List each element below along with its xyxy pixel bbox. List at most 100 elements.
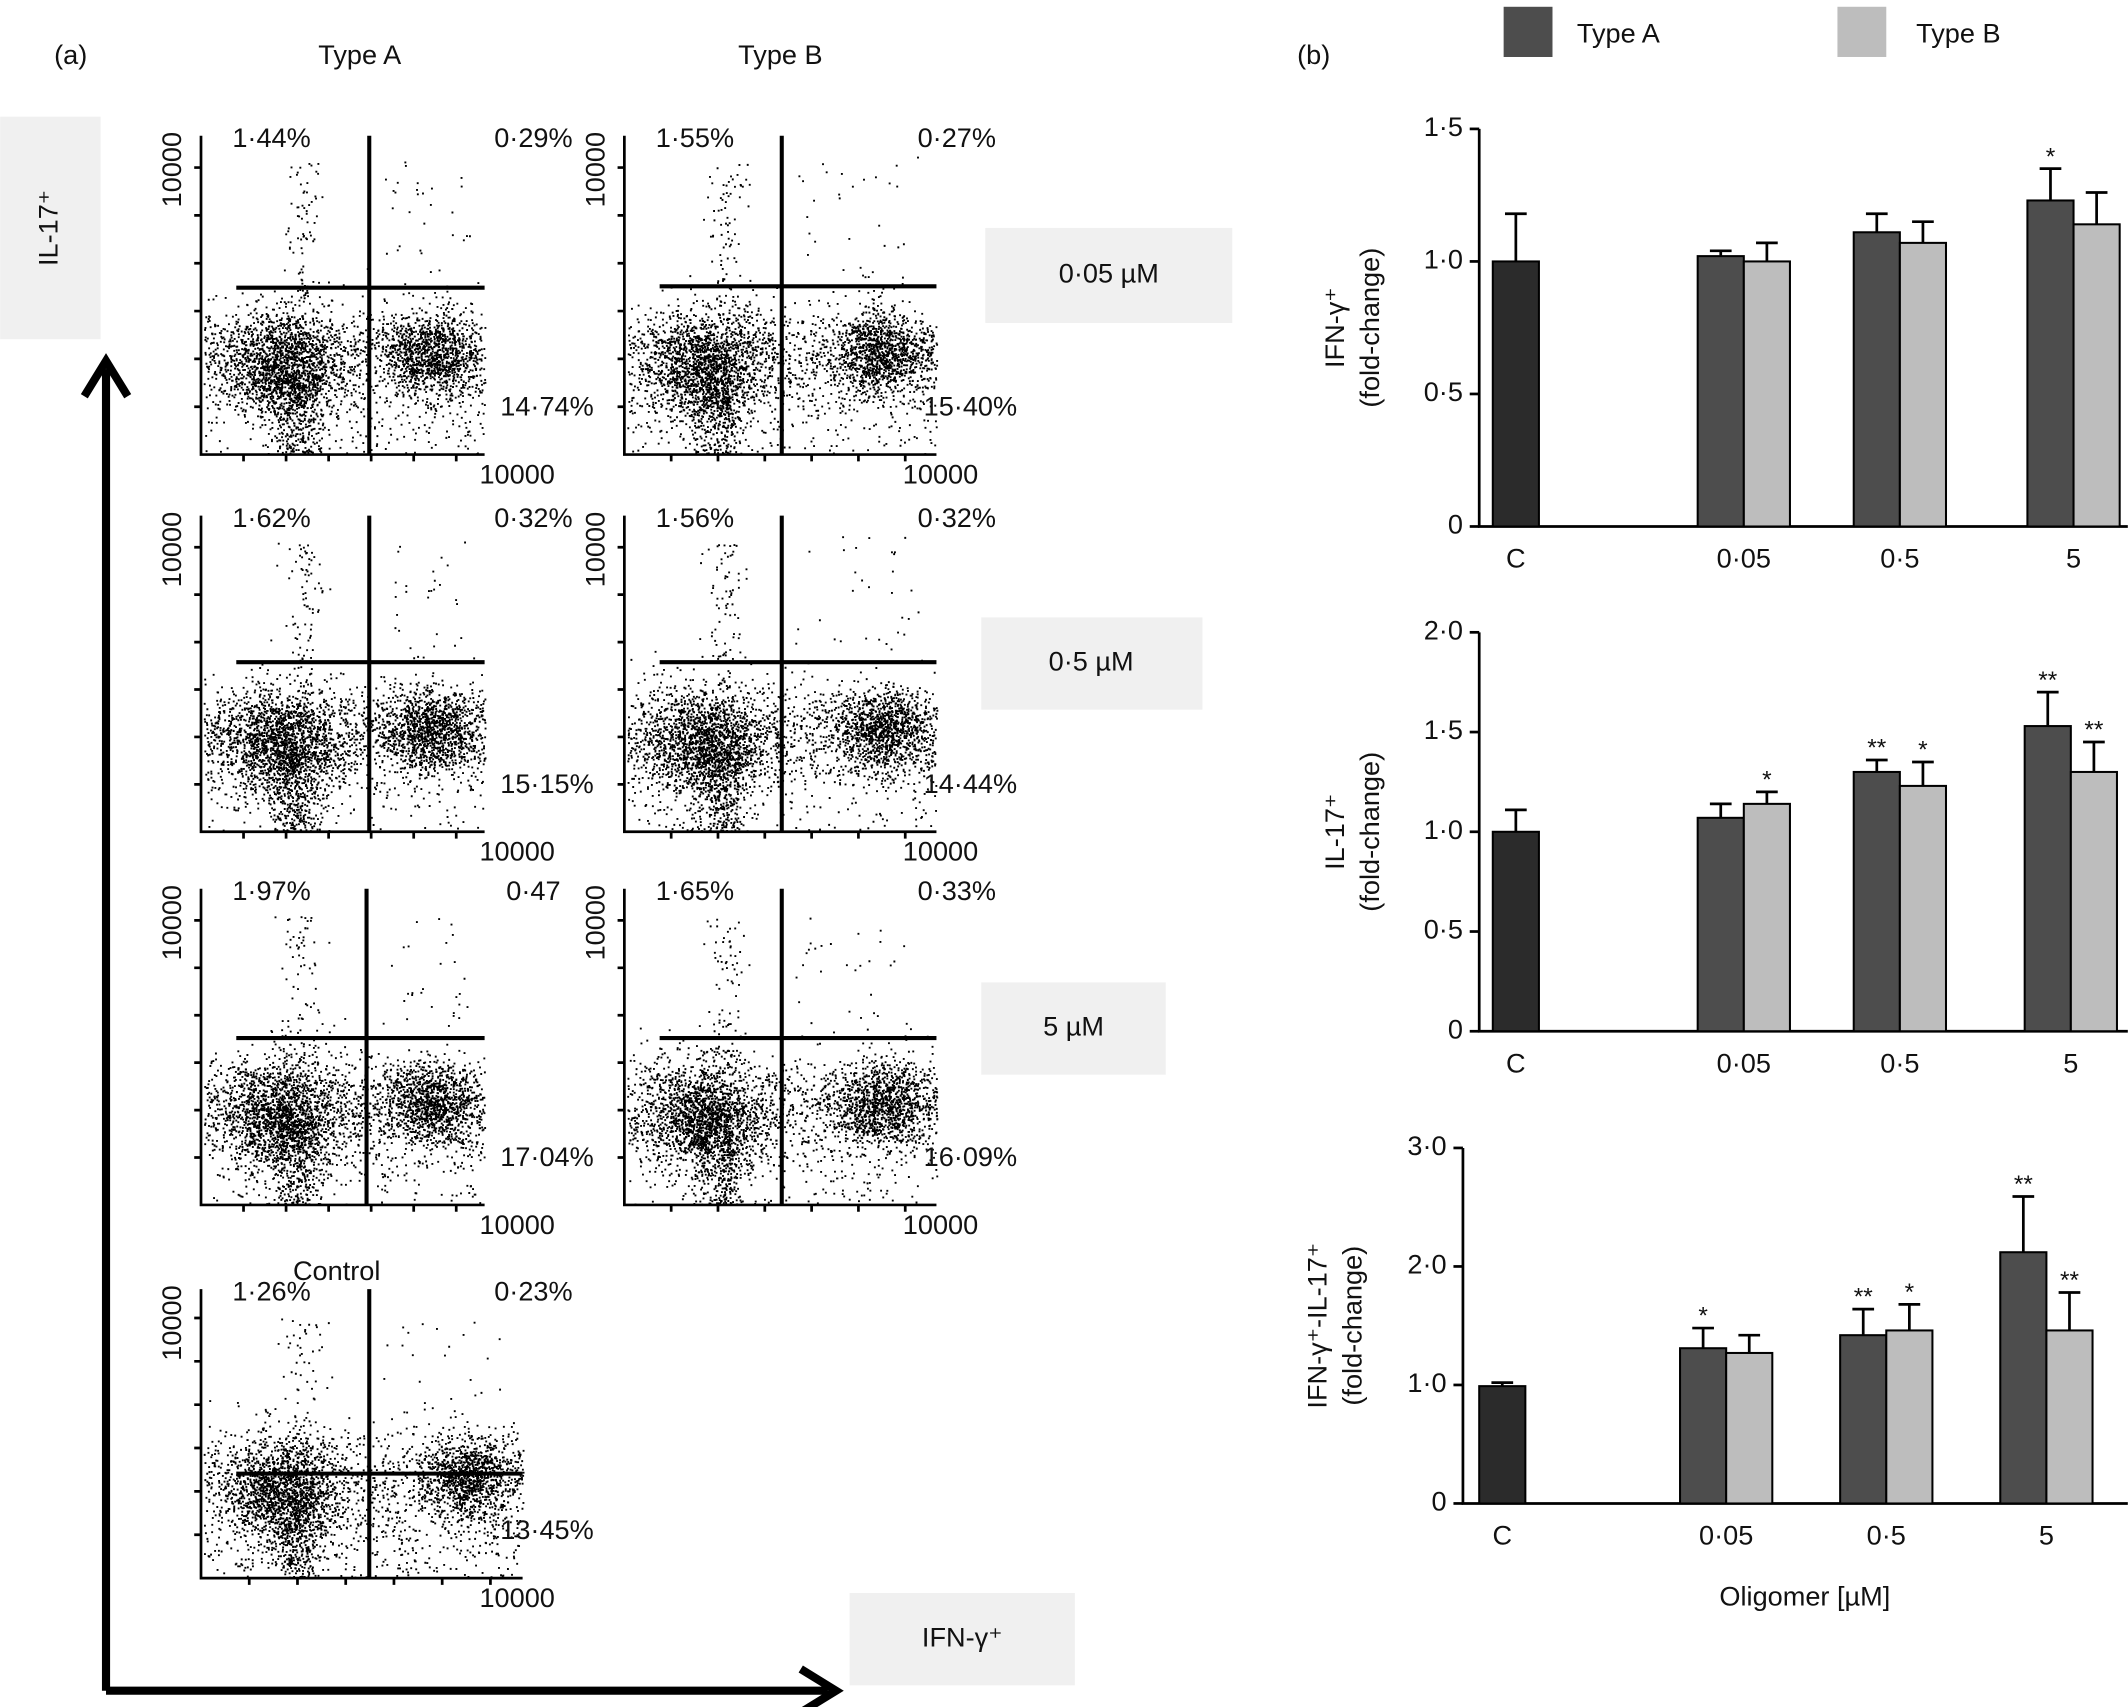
significance: ** — [1854, 1284, 1873, 1311]
dose-label: 5 µM — [1043, 1011, 1104, 1042]
significance: ** — [1867, 735, 1886, 762]
significance: ** — [2014, 1171, 2033, 1198]
quadrant-label: 0·32% — [918, 502, 996, 533]
y-axis-label: (fold-change) — [1354, 248, 1385, 408]
x-tick-label: C — [1506, 1047, 1526, 1078]
y-tick-label: 0·5 — [1424, 376, 1463, 407]
quadrant-label: 16·09% — [924, 1141, 1018, 1172]
quadrant-label: 1·44% — [232, 122, 310, 153]
error-bar — [1865, 212, 1888, 233]
quadrant-label: 14·74% — [500, 391, 594, 422]
bar — [2069, 770, 2118, 1033]
bar — [1885, 1329, 1934, 1505]
quadrant-label: 13·45% — [500, 1514, 594, 1545]
x-tick-label: 10000 — [479, 1209, 554, 1240]
x-tick-label: 10000 — [903, 1209, 978, 1240]
bar — [1679, 1347, 1728, 1505]
bar — [1898, 784, 1948, 1033]
error-bar — [1912, 220, 1934, 243]
x-tick-label: 10000 — [479, 458, 554, 489]
axis-ticks — [617, 515, 937, 839]
quadrant-label: 0·33% — [918, 875, 996, 906]
bar — [1491, 830, 1540, 1033]
quadrant-label: 1·55% — [656, 122, 734, 153]
bar — [1696, 816, 1745, 1033]
y-axis-label: IL-17⁺ — [33, 190, 64, 266]
x-axis-label: Oligomer [µM] — [1719, 1581, 1890, 1612]
error-bar — [2039, 167, 2062, 201]
legend-swatch — [1837, 6, 1887, 57]
column-title: Type B — [738, 39, 822, 70]
y-axis-label: IFN-γ⁺ — [1319, 287, 1350, 368]
bar — [1478, 1385, 1527, 1505]
y-tick-label: 0 — [1432, 1486, 1447, 1517]
y-tick-label: 10000 — [579, 132, 610, 207]
significance: * — [1905, 1279, 1915, 1306]
x-tick-label: 10000 — [903, 458, 978, 489]
y-tick-label: 10000 — [156, 885, 187, 960]
significance: * — [1918, 737, 1928, 764]
bar — [2045, 1329, 2094, 1505]
x-tick-label: 0·05 — [1717, 1047, 1771, 1078]
x-tick-label: 0·5 — [1880, 1047, 1919, 1078]
y-tick-label: 1·5 — [1424, 714, 1463, 745]
error-bar — [1738, 1333, 1761, 1353]
bar — [1742, 802, 1791, 1033]
axis-ticks — [617, 135, 937, 462]
error-bar — [1709, 249, 1732, 257]
quadrant-label: 0·32% — [494, 502, 572, 533]
bar — [1742, 260, 1791, 528]
bar — [1852, 770, 1901, 1033]
dose-label: 0·05 µM — [1059, 258, 1159, 289]
bar — [1725, 1351, 1774, 1505]
x-tick-label: 0·05 — [1699, 1520, 1753, 1551]
bar — [1852, 231, 1901, 528]
quadrant-label: 14·44% — [924, 768, 1018, 799]
cell-dots — [203, 1318, 525, 1579]
quadrant-label: 1·97% — [232, 875, 310, 906]
y-tick-label: 2·0 — [1424, 614, 1463, 645]
quadrant-label: 0·27% — [918, 122, 996, 153]
quadrant-label: 1·26% — [232, 1275, 310, 1306]
x-tick-label: C — [1492, 1520, 1512, 1551]
column-title: Type A — [318, 39, 402, 70]
y-axis-label: (fold-change) — [1354, 752, 1385, 912]
error-bar — [1852, 1307, 1875, 1336]
significance: * — [1762, 766, 1772, 793]
x-arrow — [106, 1665, 844, 1707]
axis-ticks — [194, 888, 485, 1212]
bar — [1696, 255, 1745, 528]
error-bar — [2036, 690, 2059, 727]
quadrant-label: 0·23% — [494, 1275, 572, 1306]
cell-dots — [203, 541, 487, 833]
axis-ticks — [617, 888, 937, 1212]
quadrant-label: 1·65% — [656, 875, 734, 906]
panel-label: (a) — [54, 39, 87, 70]
bar — [1491, 260, 1540, 528]
quadrant-label: 17·04% — [500, 1141, 594, 1172]
quadrant-label: 15·15% — [500, 768, 594, 799]
error-bar — [1709, 802, 1732, 818]
significance: * — [2046, 143, 2056, 170]
x-tick-label: 5 — [2066, 543, 2081, 574]
axis-ticks — [194, 135, 485, 462]
bar — [1839, 1334, 1888, 1505]
x-tick-label: 10000 — [479, 836, 554, 867]
cell-dots — [204, 916, 487, 1206]
y-tick-label: 3·0 — [1407, 1130, 1446, 1161]
y-tick-label: 2·0 — [1407, 1249, 1446, 1280]
bar — [1999, 1251, 2048, 1505]
axis-ticks — [194, 515, 485, 839]
bar — [2072, 223, 2121, 528]
y-axis-label: IL-17⁺ — [1319, 794, 1350, 870]
quadrant-label: 1·56% — [656, 502, 734, 533]
error-bar — [1865, 758, 1888, 772]
error-bar — [2083, 740, 2105, 772]
dose-box — [985, 227, 1233, 323]
x-tick-label: 10000 — [903, 836, 978, 867]
y-tick-label: 10000 — [156, 1285, 187, 1360]
error-bar — [2012, 1195, 2035, 1253]
error-bar — [1756, 241, 1778, 262]
y-tick-label: 1·0 — [1424, 244, 1463, 275]
legend-label: Type A — [1577, 17, 1661, 48]
